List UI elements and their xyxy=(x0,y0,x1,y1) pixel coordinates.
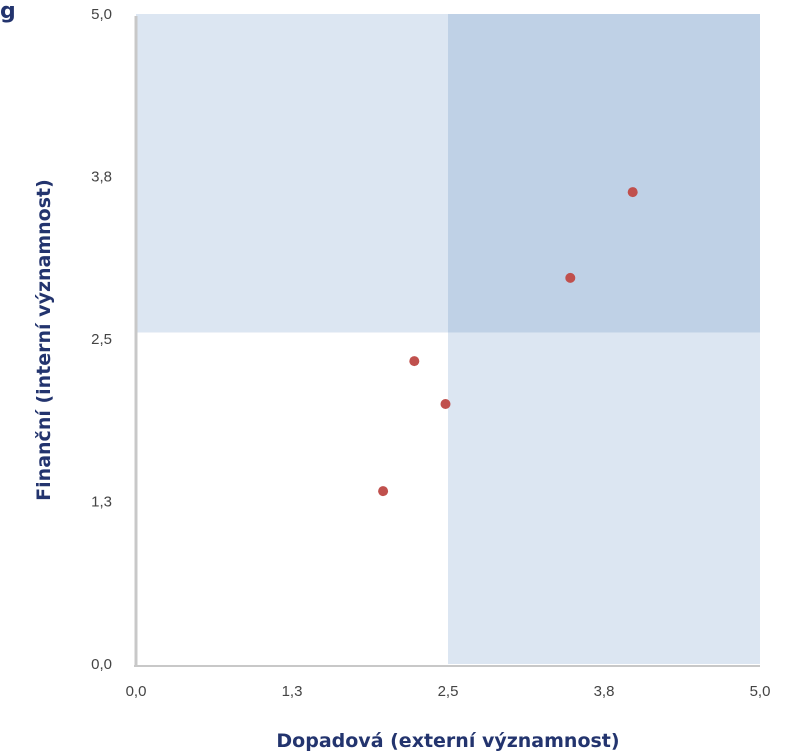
data-point[interactable] xyxy=(565,272,576,283)
y-tick-label: 5,0 xyxy=(91,6,112,23)
cropped-title-fragment: g xyxy=(0,0,16,24)
y-axis-ticks: 0,0 1,3 2,5 3,8 5,0 xyxy=(91,6,112,673)
axes xyxy=(134,16,760,667)
y-tick-label: 1,3 xyxy=(91,494,112,511)
region-bottom-right xyxy=(448,332,760,664)
x-axis-ticks: 0,0 1,3 2,5 3,8 5,0 xyxy=(126,683,771,700)
data-points xyxy=(378,187,638,497)
x-tick-label: 0,0 xyxy=(126,683,147,700)
data-point[interactable] xyxy=(627,187,638,198)
region-top-left xyxy=(136,14,448,333)
x-tick-label: 5,0 xyxy=(750,683,771,700)
quadrant-regions xyxy=(136,14,760,664)
region-top-right xyxy=(448,14,760,333)
x-axis-title: Dopadová (externí významnost) xyxy=(276,730,619,752)
data-point[interactable] xyxy=(440,399,451,409)
data-point[interactable] xyxy=(409,356,420,367)
y-tick-label: 3,8 xyxy=(91,169,112,186)
y-axis-title: Finanční (interní významnost) xyxy=(33,179,55,501)
y-tick-label: 2,5 xyxy=(91,331,112,348)
x-tick-label: 3,8 xyxy=(594,683,615,700)
y-tick-label: 0,0 xyxy=(91,656,112,673)
data-point[interactable] xyxy=(378,486,389,497)
x-tick-label: 2,5 xyxy=(438,683,459,700)
x-tick-label: 1,3 xyxy=(282,683,303,700)
